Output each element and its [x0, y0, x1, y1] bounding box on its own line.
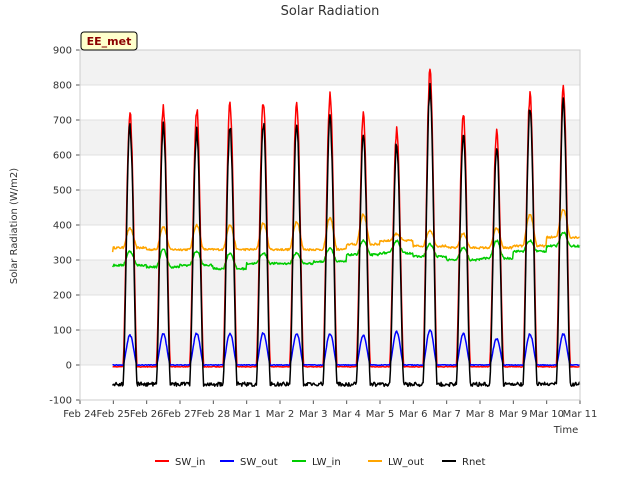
grid-band	[80, 330, 580, 365]
legend-label: LW_in	[312, 457, 341, 468]
grid-band	[80, 120, 580, 155]
plot-border	[79, 49, 581, 401]
y-tick-label: 300	[53, 256, 72, 267]
y-tick-label: 900	[53, 46, 72, 57]
series-line-lw-out	[111, 208, 581, 253]
legend-label: LW_out	[388, 457, 424, 468]
x-tick-label: Mar 6	[399, 409, 427, 420]
grid-bands	[80, 50, 580, 365]
y-tick-label: 500	[53, 186, 72, 197]
y-tick-label: 800	[53, 81, 72, 92]
x-tick-label: Feb 27	[163, 409, 197, 420]
grid-band	[80, 260, 580, 295]
chart-title: Solar Radiation	[281, 4, 380, 19]
y-axis: -100 0 100 200 300 400 500 600 700 800 900	[49, 46, 80, 407]
y-tick-label: 200	[53, 291, 72, 302]
series-layer	[111, 68, 581, 388]
y-axis-title: Solar Radiation (W/m2)	[9, 168, 20, 284]
y-tick-label: 600	[53, 151, 72, 162]
x-tick-label: Mar 4	[332, 409, 360, 420]
grid-band	[80, 50, 580, 85]
x-tick-label: Mar 1	[232, 409, 260, 420]
series-line-rnet	[111, 82, 581, 388]
series-line-lw-in	[111, 231, 581, 271]
legend-label: SW_out	[240, 457, 278, 468]
x-tick-label: Feb 28	[197, 409, 231, 420]
x-tick-label: Mar 5	[366, 409, 394, 420]
x-tick-label: Mar 11	[563, 409, 598, 420]
x-axis: Feb 24 Feb 25 Feb 26 Feb 27 Feb 28 Mar 1 Mar 2…	[63, 400, 597, 420]
site-badge-label: EE_met	[87, 35, 132, 48]
y-tick-label: 100	[53, 326, 72, 337]
y-tick-label: 700	[53, 116, 72, 127]
x-tick-label: Mar 8	[466, 409, 494, 420]
legend-label: SW_in	[175, 457, 205, 468]
x-tick-label: Mar 7	[432, 409, 460, 420]
y-tick-label: 400	[53, 221, 72, 232]
site-badge-box	[80, 31, 138, 51]
x-tick-label: Feb 26	[130, 409, 164, 420]
x-tick-label: Feb 24	[63, 409, 97, 420]
y-tick-label: -100	[49, 396, 72, 407]
x-tick-label: Mar 3	[299, 409, 327, 420]
legend-label: Rnet	[462, 457, 485, 468]
x-tick-label: Mar 2	[266, 409, 294, 420]
x-tick-label: Feb 25	[97, 409, 131, 420]
legend: SW_in SW_out LW_in LW_out Rnet	[155, 457, 485, 468]
site-badge: EE_met	[80, 31, 138, 51]
y-tick-label: 0	[66, 361, 72, 372]
x-tick-label: Mar 10	[529, 409, 564, 420]
x-tick-label: Mar 9	[499, 409, 527, 420]
x-axis-title: Time	[553, 425, 578, 436]
